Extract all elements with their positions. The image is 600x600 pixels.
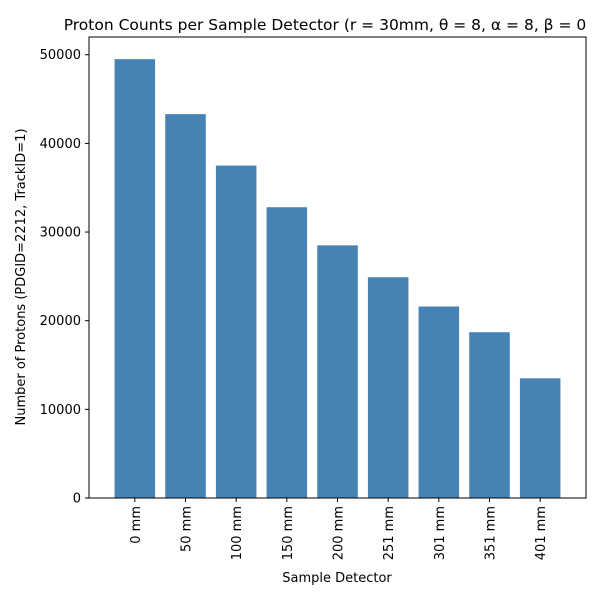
bar-0-mm	[114, 59, 156, 499]
bar-301-mm	[418, 306, 460, 498]
y-tick-label: 10000	[40, 403, 81, 418]
y-tick-label: 30000	[40, 226, 81, 241]
x-tick-label: 150 mm	[281, 506, 296, 560]
chart-title: Proton Counts per Sample Detector (r = 3…	[64, 16, 587, 34]
x-tick-label: 251 mm	[382, 506, 397, 560]
y-tick-label: 40000	[40, 137, 81, 152]
x-tick-label: 0 mm	[129, 506, 144, 544]
x-axis-title: Sample Detector	[282, 571, 392, 586]
y-axis: 0 10000 20000 30000 40000 50000	[40, 48, 89, 507]
x-tick-label: 50 mm	[180, 506, 195, 552]
bar-150-mm	[266, 207, 308, 498]
bar-401-mm	[519, 378, 561, 498]
bar-50-mm	[165, 114, 206, 498]
x-tick-label: 200 mm	[332, 506, 347, 560]
bar-series	[114, 59, 561, 499]
x-tick-label: 100 mm	[230, 506, 245, 560]
x-axis: 0 mm 50 mm 100 mm 150 mm 200 mm 251 mm 301 mm 3…	[129, 498, 549, 560]
bar-100-mm	[215, 165, 257, 498]
y-tick-label: 50000	[40, 48, 81, 63]
bar-351-mm	[469, 332, 510, 498]
y-tick-label: 20000	[40, 314, 81, 329]
y-tick-label: 0	[73, 492, 81, 507]
x-tick-label: 401 mm	[534, 506, 549, 560]
bar-200-mm	[317, 245, 358, 498]
x-tick-label: 351 mm	[484, 506, 499, 560]
y-axis-title: Number of Protons (PDGID=2212, TrackID=1…	[14, 128, 29, 425]
x-tick-label: 301 mm	[433, 506, 448, 560]
bar-251-mm	[367, 277, 409, 498]
